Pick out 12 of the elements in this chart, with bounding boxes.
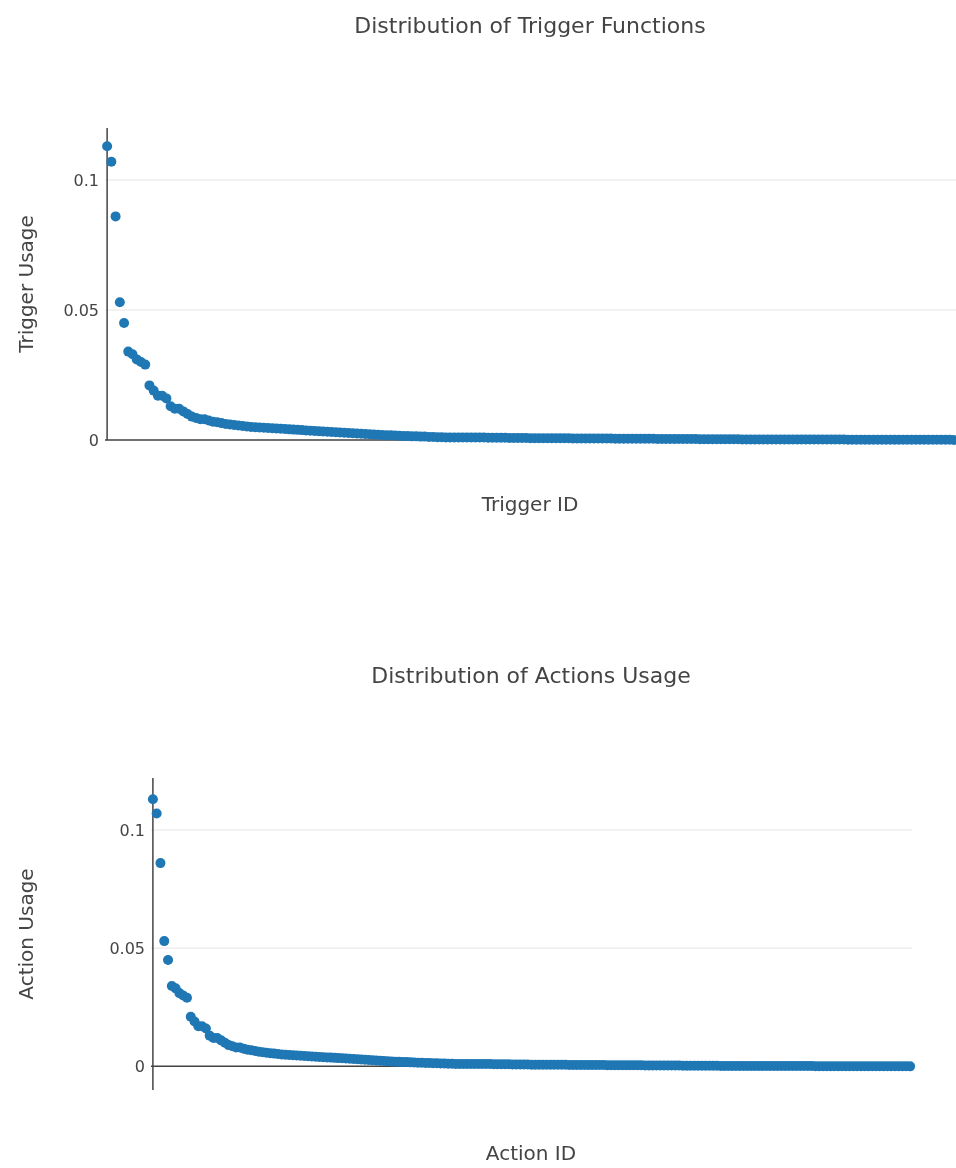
x-axis-title: Trigger ID: [480, 492, 579, 516]
chart-title: Distribution of Actions Usage: [371, 663, 691, 688]
y-tick-label: 0.05: [63, 300, 99, 320]
y-axis-title: Action Usage: [14, 868, 38, 1000]
y-tick-label: 0: [88, 430, 99, 450]
y-tick-label: 0.1: [73, 170, 99, 190]
y-axis-title: Trigger Usage: [14, 215, 38, 354]
y-tick-label: 0.1: [119, 820, 145, 840]
chart-title: Distribution of Trigger Functions: [354, 13, 706, 38]
x-axis-title: Action ID: [485, 1141, 577, 1165]
y-tick-label: 0: [134, 1056, 145, 1076]
y-tick-label: 0.05: [109, 938, 145, 958]
